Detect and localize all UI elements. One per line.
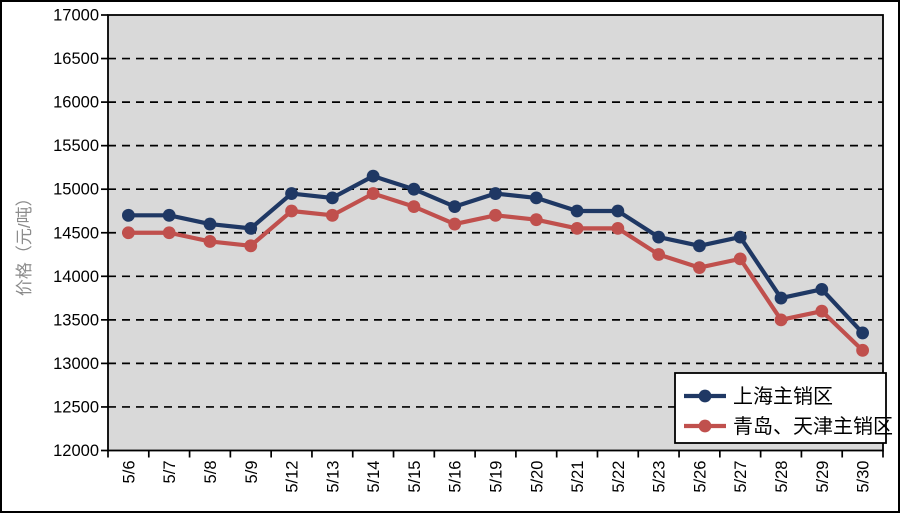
x-tick-label: 5/30	[855, 461, 873, 493]
x-tick-label: 5/7	[161, 461, 179, 484]
y-tick-label: 15000	[53, 181, 99, 199]
legend-item-label: 上海主销区	[733, 385, 833, 408]
x-tick-label: 5/9	[243, 461, 261, 484]
data-point	[570, 221, 584, 235]
x-tick-label: 5/23	[651, 461, 669, 493]
data-point	[325, 208, 339, 222]
data-point	[611, 221, 625, 235]
data-point	[244, 221, 258, 235]
y-axis-title: 价格（元/吨）	[15, 189, 34, 296]
x-tick-label: 5/6	[120, 461, 138, 484]
data-point	[611, 204, 625, 218]
y-tick-label: 13000	[53, 355, 99, 373]
data-point	[203, 217, 217, 231]
y-tick-label: 13500	[53, 311, 99, 329]
y-tick-label: 17000	[53, 7, 99, 25]
data-point	[366, 187, 380, 200]
y-tick-label: 16500	[53, 50, 99, 68]
x-tick-label: 5/29	[814, 461, 832, 493]
x-tick-label: 5/22	[610, 461, 628, 493]
data-point	[407, 200, 421, 214]
x-tick-label: 5/14	[365, 461, 383, 493]
y-tick-label: 12000	[53, 442, 99, 460]
x-tick-label: 5/13	[324, 461, 342, 493]
y-tick-label: 16000	[53, 94, 99, 112]
data-point	[693, 261, 706, 274]
data-point	[285, 204, 298, 218]
data-point	[121, 226, 135, 240]
data-point	[815, 282, 829, 296]
y-tick-label: 15500	[53, 137, 99, 155]
data-point	[203, 235, 217, 248]
data-point	[366, 169, 380, 183]
x-tick-label: 5/15	[406, 461, 424, 493]
data-point	[285, 187, 298, 200]
x-tick-label: 5/16	[447, 461, 465, 493]
data-point	[121, 208, 135, 222]
data-point	[815, 304, 829, 318]
data-point	[856, 326, 870, 340]
legend-item-label: 青岛、天津主销区	[733, 415, 893, 438]
x-tick-label: 5/12	[284, 461, 302, 493]
data-point	[529, 191, 543, 205]
x-tick-label: 5/20	[528, 461, 546, 493]
data-point	[856, 343, 870, 357]
data-point	[448, 200, 462, 214]
y-tick-label: 14000	[53, 268, 99, 286]
data-point	[652, 248, 666, 261]
y-tick-label: 14500	[53, 224, 99, 242]
data-point	[448, 217, 462, 231]
data-point	[774, 313, 788, 327]
data-point	[407, 182, 421, 196]
x-tick-label: 5/19	[488, 461, 506, 493]
data-point	[693, 239, 706, 253]
data-point	[489, 187, 502, 200]
x-tick-label: 5/21	[569, 461, 587, 493]
x-tick-label: 5/8	[202, 461, 220, 484]
plot-border	[107, 14, 884, 452]
y-tick-label: 12500	[53, 398, 99, 416]
data-point	[162, 226, 176, 240]
data-point	[733, 230, 747, 244]
data-point	[570, 204, 584, 218]
data-point	[733, 252, 747, 266]
legend-marker-dot	[698, 389, 712, 403]
x-tick-label: 5/28	[773, 461, 791, 493]
x-tick-label: 5/26	[691, 461, 709, 493]
data-point	[652, 230, 666, 244]
data-point	[162, 208, 176, 222]
data-point	[325, 191, 339, 205]
legend-box	[674, 372, 887, 444]
legend-marker-dot	[698, 419, 712, 433]
data-point	[529, 213, 543, 227]
data-point	[244, 239, 258, 253]
data-point	[774, 291, 788, 305]
data-point	[489, 208, 502, 222]
x-tick-label: 5/27	[732, 461, 750, 493]
